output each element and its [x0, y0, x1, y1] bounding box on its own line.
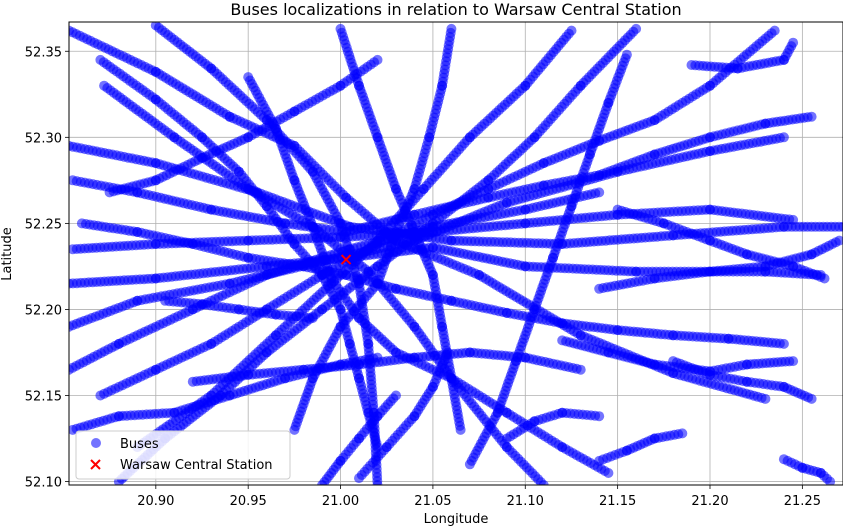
bus-point: [788, 37, 799, 48]
bus-point: [677, 428, 688, 439]
bus-point: [819, 273, 830, 284]
bus-point: [760, 393, 771, 404]
bus-points: [69, 22, 843, 485]
y-axis-ticks: 52.10 52.15 52.20 52.25 52.30 52.35: [25, 45, 69, 491]
y-tick-label: 52.30: [25, 131, 62, 146]
bus-point: [372, 54, 383, 65]
station-point: [340, 254, 352, 265]
bus-point: [566, 25, 577, 36]
legend: Buses Warsaw Central Station: [75, 430, 291, 480]
bus-point: [788, 214, 799, 225]
bus-point: [825, 476, 836, 485]
legend-buses-label: Buses: [120, 437, 159, 452]
x-tick-label: 21.20: [691, 494, 728, 509]
y-axis-label: Latitude: [0, 227, 15, 281]
legend-station-label: Warsaw Central Station: [120, 458, 273, 473]
bus-point: [307, 313, 318, 323]
chart-title: Buses localizations in relation to Warsa…: [230, 0, 681, 19]
bus-point: [806, 393, 817, 404]
bus-point: [289, 424, 300, 435]
bus-point: [806, 111, 817, 122]
bus-point: [391, 390, 401, 401]
legend-station-marker: [90, 459, 101, 470]
y-tick-label: 52.15: [25, 389, 62, 404]
bus-point: [538, 480, 549, 485]
bus-point: [603, 468, 614, 478]
plot-frame: [68, 21, 843, 486]
legend-box: [75, 430, 291, 480]
y-tick-label: 52.20: [25, 303, 62, 318]
bus-point: [838, 221, 843, 232]
x-axis-ticks: 20.90 20.95 21.00 21.05 21.10 21.15 21.20 21.25: [137, 485, 821, 509]
x-tick-label: 21.05: [414, 494, 451, 509]
bus-point: [575, 364, 586, 375]
bus-point: [442, 347, 453, 358]
bus-point: [778, 338, 789, 349]
bus-point: [834, 235, 843, 246]
y-tick-label: 52.35: [25, 45, 62, 60]
bus-point: [621, 49, 632, 60]
y-tick-label: 52.25: [25, 217, 62, 232]
legend-buses-marker: [91, 438, 101, 448]
x-tick-label: 20.95: [230, 494, 267, 509]
bus-point: [455, 424, 466, 435]
y-tick-label: 52.10: [25, 476, 62, 491]
x-tick-label: 21.25: [784, 494, 821, 509]
bus-point: [95, 390, 106, 401]
x-tick-label: 21.00: [322, 494, 359, 509]
bus-point: [594, 187, 605, 198]
x-axis-label: Longitude: [424, 512, 489, 527]
bus-point: [372, 352, 383, 363]
bus-point: [372, 480, 383, 485]
x-tick-label: 20.90: [137, 494, 174, 509]
x-tick-label: 21.15: [599, 494, 636, 509]
bus-point: [788, 356, 799, 367]
x-tick-label: 21.10: [507, 494, 544, 509]
bus-point: [594, 411, 605, 422]
bus-point: [778, 132, 789, 143]
station-marker: [340, 254, 352, 265]
